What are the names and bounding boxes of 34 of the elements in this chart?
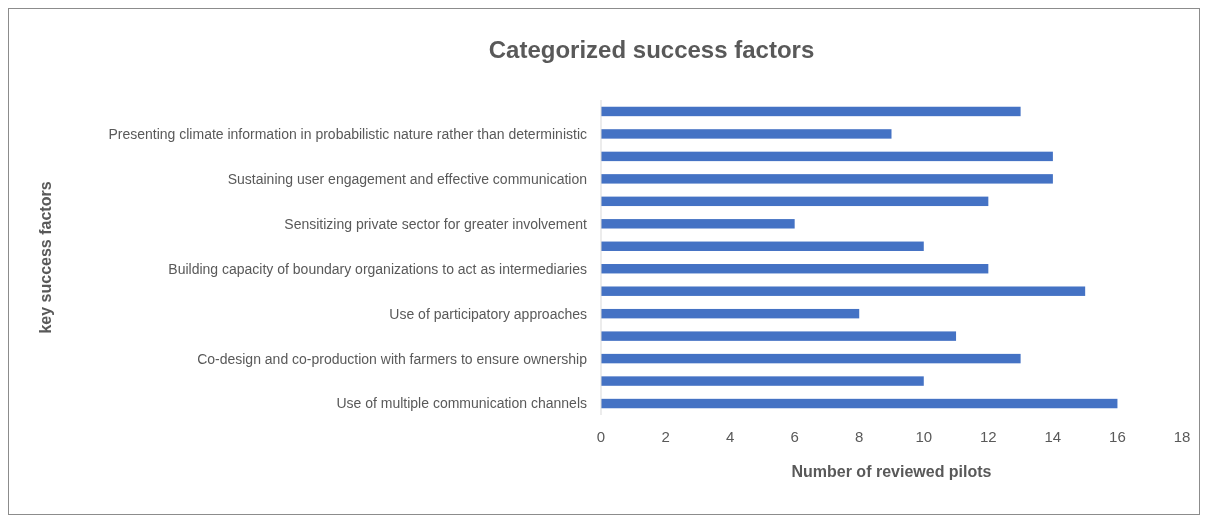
x-tick-label: 14 [1044,428,1062,445]
bar [601,241,924,251]
bar [601,398,1118,409]
y-tick-label: Sensitizing private sector for greater involvement [284,215,588,232]
x-tick-label: 2 [661,428,670,445]
bar [601,376,924,386]
x-tick-label: 16 [1109,428,1126,445]
bar [601,331,957,341]
bar [601,129,892,139]
y-tick-label: Co-design and co-production with farmers to ensure ownership [197,350,588,367]
x-axis-title: Number of reviewed pilots [791,463,992,480]
bar [601,196,989,207]
bar [601,264,989,274]
y-axis-title: key success factors [37,181,54,334]
x-tick-label: 6 [790,428,799,445]
y-tick-label: Use of multiple communication channels [336,395,587,412]
x-tick-label: 8 [855,428,864,445]
bar [601,353,1021,364]
chart-title: Categorized success factors [488,36,815,63]
x-tick-label: 4 [725,428,735,445]
y-tick-label: Building capacity of boundary organizations to act as intermediaries [168,260,587,277]
y-tick-label: Sustaining user engagement and effective communication [227,170,587,187]
bar [601,308,860,319]
bar [601,219,795,229]
x-tick-label: 18 [1173,428,1191,445]
bar [601,151,1053,162]
y-tick-label: Presenting climate information in probabilistic nature rather than deterministic [108,125,587,142]
bar [601,286,1086,296]
y-tick-label: Use of participatory approaches [389,305,587,322]
x-tick-label: 12 [979,428,997,445]
bar [601,174,1053,184]
bar [601,106,1021,117]
x-tick-label: 10 [915,428,933,445]
x-tick-label: 0 [596,428,606,445]
